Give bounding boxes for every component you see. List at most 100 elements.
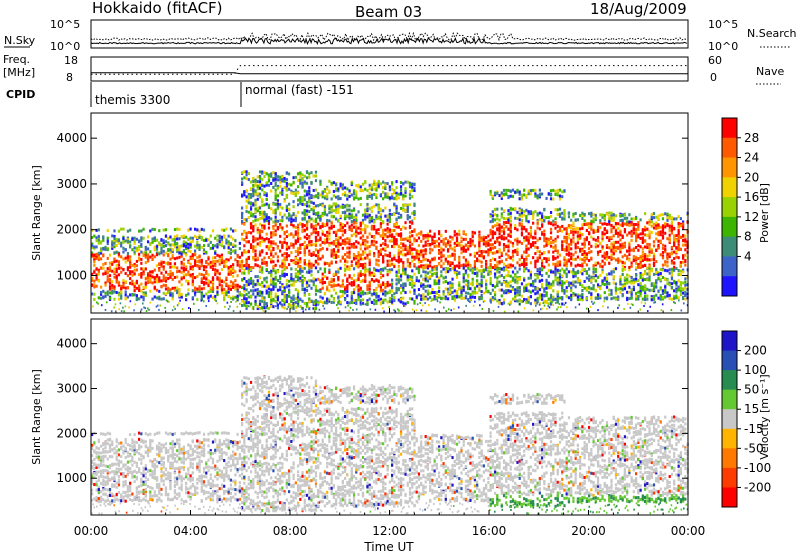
power-cell: [547, 250, 550, 254]
power-cell: [561, 274, 564, 278]
power-cell: [534, 210, 537, 214]
power-cell: [395, 194, 398, 198]
power-cell: [413, 183, 416, 187]
power-cell: [249, 202, 253, 206]
power-cell: [516, 228, 519, 232]
power-cell: [108, 269, 112, 273]
power-cell: [343, 238, 347, 242]
power-cell: [200, 277, 203, 281]
power-cell: [160, 246, 163, 250]
power-cell: [496, 221, 499, 225]
power-cell: [153, 239, 156, 243]
power-cell: [440, 296, 443, 300]
power-cell: [108, 285, 112, 289]
power-cell: [469, 287, 472, 291]
power-cell: [122, 283, 125, 287]
power-cell: [525, 248, 528, 252]
power-cell: [285, 195, 288, 199]
power-cell: [386, 259, 389, 263]
power-cell: [258, 299, 262, 303]
power-cell: [540, 218, 544, 222]
power-cell: [214, 250, 217, 254]
power-cell: [467, 275, 470, 279]
power-cell: [270, 304, 273, 308]
power-cell: [532, 211, 535, 215]
power-cell: [261, 229, 264, 233]
power-cell: [173, 265, 177, 269]
power-cell: [476, 271, 479, 275]
station-title: Hokkaido (fitACF): [92, 0, 223, 17]
power-cell: [502, 188, 506, 192]
power-cell: [518, 285, 521, 289]
power-cell: [290, 189, 293, 193]
power-cell: [384, 233, 387, 237]
power-cell: [460, 244, 463, 248]
power-cell: [261, 281, 264, 285]
power-cell: [326, 237, 329, 241]
power-cell: [258, 180, 262, 184]
power-cell: [386, 263, 389, 267]
power-cell: [567, 270, 571, 274]
power-cell: [502, 231, 506, 235]
power-cell: [357, 298, 360, 302]
power-cell: [518, 190, 521, 194]
power-cell: [95, 276, 98, 280]
power-cell: [567, 296, 571, 300]
power-cell: [379, 212, 382, 216]
power-cell: [393, 296, 396, 300]
power-cell: [552, 262, 555, 266]
power-cell: [554, 189, 557, 193]
power-cell: [451, 237, 454, 241]
power-cell: [202, 282, 206, 286]
power-cell: [532, 256, 535, 260]
power-cell: [102, 296, 105, 300]
power-cell: [207, 238, 210, 242]
power-cell: [489, 238, 492, 242]
power-cell: [317, 277, 320, 281]
power-cell: [317, 289, 320, 293]
power-cell: [471, 283, 474, 287]
power-cell: [554, 208, 557, 212]
power-cell: [267, 216, 271, 220]
power-cell: [151, 240, 154, 244]
power-cell: [323, 267, 327, 271]
power-cell: [261, 188, 264, 192]
power-cell: [509, 189, 512, 193]
power-cell: [516, 247, 519, 251]
power-cell: [341, 289, 344, 293]
power-cell: [285, 295, 288, 299]
power-cell: [292, 294, 295, 298]
power-cell: [171, 248, 174, 252]
power-cell: [243, 176, 246, 180]
power-cell: [565, 260, 568, 264]
power-cell: [202, 273, 206, 277]
power-cell: [261, 270, 264, 274]
power-cell: [335, 255, 338, 259]
power-cell: [319, 179, 322, 183]
power-cell: [395, 206, 398, 210]
power-cell: [552, 245, 555, 249]
power-cell: [341, 187, 344, 191]
power-cell: [256, 228, 259, 232]
power-cell: [426, 258, 430, 262]
power-cell: [395, 291, 398, 295]
power-cell: [489, 299, 492, 303]
power-cell: [191, 272, 194, 276]
power-cell: [337, 240, 340, 244]
power-cell: [415, 251, 418, 255]
power-cell: [545, 196, 548, 200]
power-cell: [131, 270, 134, 274]
power-cell: [274, 223, 277, 227]
power-cell: [395, 242, 398, 246]
power-cell: [276, 288, 280, 292]
power-cell: [328, 231, 331, 235]
power-cell: [348, 250, 351, 254]
power-cell: [384, 214, 387, 218]
power-cell: [382, 283, 385, 287]
power-cell: [458, 271, 461, 275]
power-cell: [303, 174, 306, 178]
power-cell: [108, 296, 112, 300]
beam-title: Beam 03: [355, 3, 422, 21]
power-cell: [209, 289, 212, 293]
power-cell: [527, 282, 530, 286]
